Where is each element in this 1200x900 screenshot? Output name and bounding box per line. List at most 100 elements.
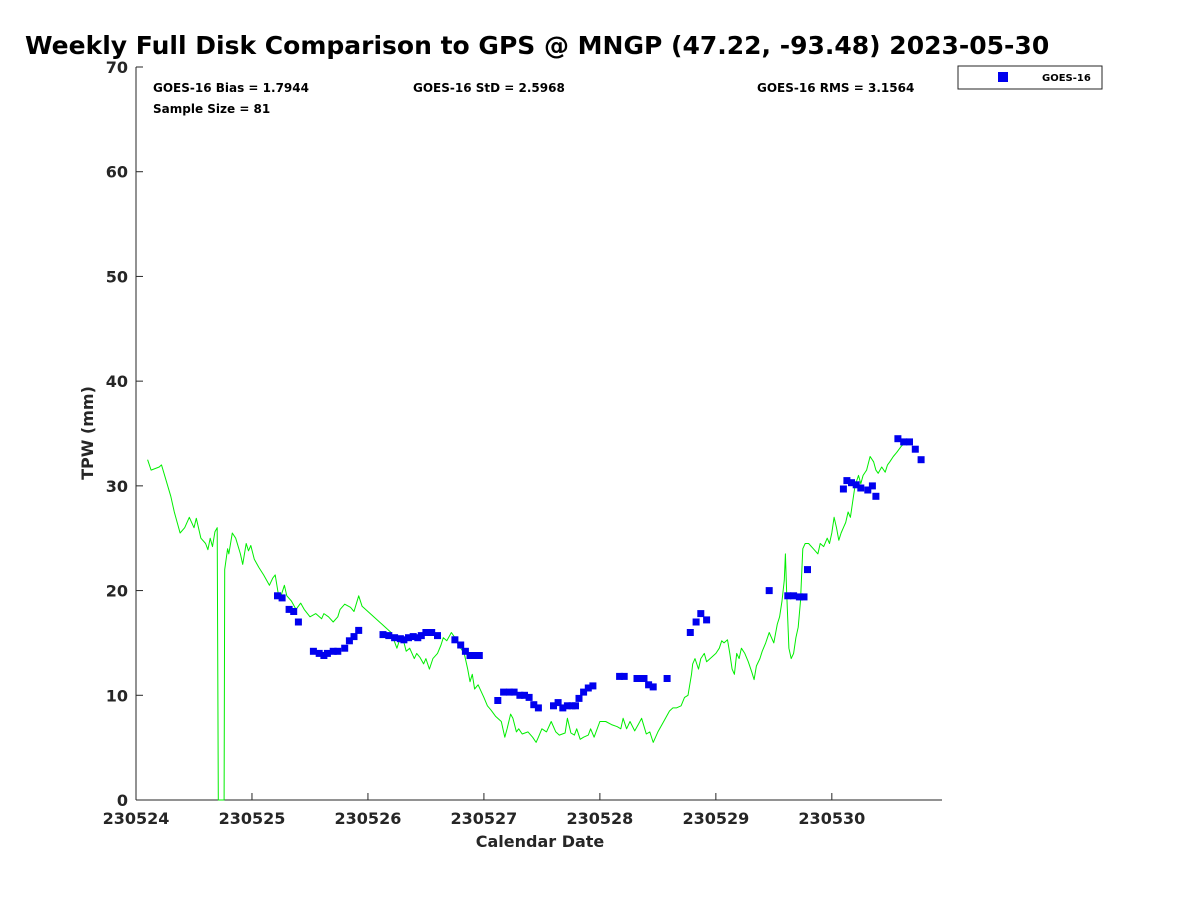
data-point-goes-16 bbox=[461, 647, 469, 655]
data-point-goes-16 bbox=[917, 456, 925, 464]
data-point-goes-16 bbox=[428, 629, 436, 636]
data-point-goes-16 bbox=[686, 629, 694, 636]
data-point-goes-16 bbox=[475, 652, 483, 659]
data-point-goes-16 bbox=[703, 616, 711, 624]
data-point-goes-16 bbox=[505, 688, 513, 696]
y-tick-label: 70 bbox=[106, 58, 128, 77]
data-point-goes-16 bbox=[294, 618, 302, 626]
data-point-goes-16 bbox=[580, 688, 588, 696]
y-axis-label: TPW (mm) bbox=[78, 386, 97, 480]
series-layer bbox=[147, 435, 925, 801]
data-point-goes-16 bbox=[852, 481, 860, 489]
data-point-goes-16 bbox=[534, 704, 542, 712]
data-point-goes-16 bbox=[309, 647, 317, 655]
data-point-goes-16 bbox=[900, 438, 908, 446]
x-axis-label: Calendar Date bbox=[476, 832, 605, 851]
x-tick-label: 230526 bbox=[335, 809, 402, 828]
data-point-goes-16 bbox=[575, 694, 583, 702]
x-tick-label: 230529 bbox=[682, 809, 749, 828]
data-point-goes-16 bbox=[697, 610, 705, 618]
stat-std: GOES-16 StD = 2.5968 bbox=[413, 81, 565, 95]
data-point-goes-16 bbox=[800, 593, 808, 601]
x-tick-label: 230528 bbox=[566, 809, 633, 828]
data-point-goes-16 bbox=[290, 608, 298, 615]
x-axis-ticks: 230524 230525 230526 230527 230528 230529 2305… bbox=[103, 793, 865, 828]
data-point-goes-16 bbox=[906, 438, 913, 446]
data-point-goes-16 bbox=[559, 704, 567, 712]
data-point-goes-16 bbox=[839, 485, 847, 493]
data-point-goes-16 bbox=[521, 691, 528, 699]
data-point-goes-16 bbox=[457, 641, 465, 649]
data-point-goes-16 bbox=[563, 702, 571, 710]
stat-rms: GOES-16 RMS = 3.1564 bbox=[757, 81, 914, 95]
data-point-goes-16 bbox=[550, 702, 557, 710]
data-point-goes-16 bbox=[868, 482, 876, 490]
data-point-goes-16 bbox=[911, 445, 919, 453]
y-axis-ticks: 0 10 20 30 40 50 60 70 bbox=[106, 58, 143, 810]
data-point-goes-16 bbox=[894, 435, 902, 443]
y-tick-label: 0 bbox=[117, 791, 128, 810]
y-tick-label: 30 bbox=[106, 477, 128, 496]
legend: GOES-16 bbox=[957, 65, 1103, 90]
stat-sample-size: Sample Size = 81 bbox=[153, 102, 270, 116]
data-point-goes-16 bbox=[516, 691, 524, 699]
data-point-goes-16 bbox=[274, 592, 281, 600]
y-tick-label: 20 bbox=[106, 582, 128, 601]
data-point-goes-16 bbox=[663, 675, 671, 682]
data-point-goes-16 bbox=[417, 632, 425, 640]
data-point-goes-16 bbox=[589, 682, 597, 690]
data-point-goes-16 bbox=[466, 652, 474, 659]
data-point-goes-16 bbox=[341, 644, 349, 652]
data-point-goes-16 bbox=[350, 633, 358, 641]
data-point-goes-16 bbox=[584, 684, 592, 692]
data-point-goes-16 bbox=[278, 594, 286, 602]
data-point-goes-16 bbox=[471, 652, 479, 659]
data-point-goes-16 bbox=[790, 592, 798, 600]
data-point-goes-16 bbox=[510, 688, 518, 696]
data-point-goes-16 bbox=[409, 633, 417, 641]
data-point-goes-16 bbox=[554, 699, 562, 707]
data-point-goes-16 bbox=[379, 631, 387, 639]
data-point-goes-16 bbox=[315, 649, 323, 657]
data-point-goes-16 bbox=[645, 681, 653, 689]
data-point-goes-16 bbox=[784, 592, 792, 600]
plot-background bbox=[136, 67, 942, 800]
data-point-goes-16 bbox=[620, 672, 628, 680]
data-point-goes-16 bbox=[422, 629, 430, 636]
x-tick-label: 230530 bbox=[798, 809, 865, 828]
data-point-goes-16 bbox=[494, 697, 502, 704]
y-tick-label: 10 bbox=[106, 686, 128, 705]
legend-marker-goes16 bbox=[998, 72, 1008, 82]
legend-label-goes16: GOES-16 bbox=[1042, 73, 1091, 84]
data-point-goes-16 bbox=[692, 618, 700, 626]
data-point-goes-16 bbox=[640, 675, 648, 682]
data-point-goes-16 bbox=[285, 605, 293, 613]
data-point-goes-16 bbox=[572, 702, 579, 710]
y-tick-label: 60 bbox=[106, 163, 128, 182]
y-tick-label: 40 bbox=[106, 372, 128, 391]
data-point-goes-16 bbox=[649, 683, 657, 691]
data-point-goes-16 bbox=[355, 626, 363, 634]
data-point-goes-16 bbox=[857, 484, 865, 492]
data-point-goes-16 bbox=[500, 688, 508, 696]
data-point-goes-16 bbox=[616, 672, 624, 680]
data-point-goes-16 bbox=[329, 647, 337, 655]
x-tick-label: 230527 bbox=[451, 809, 518, 828]
data-point-goes-16 bbox=[864, 486, 872, 494]
chart-title: Weekly Full Disk Comparison to GPS @ MNG… bbox=[25, 31, 1049, 60]
data-point-goes-16 bbox=[633, 675, 641, 682]
data-point-goes-16 bbox=[405, 634, 412, 642]
stats-annotations: GOES-16 Bias = 1.7944 GOES-16 StD = 2.59… bbox=[153, 81, 914, 116]
data-point-goes-16 bbox=[525, 693, 533, 701]
data-point-goes-16 bbox=[385, 632, 393, 640]
plot-area: 0 10 20 30 40 50 60 70 230524 230525 230526 230527… bbox=[103, 58, 942, 828]
data-point-goes-16 bbox=[804, 566, 811, 574]
data-point-goes-16 bbox=[843, 477, 851, 485]
data-point-goes-16 bbox=[345, 637, 353, 645]
data-point-goes-16 bbox=[795, 593, 803, 601]
data-point-goes-16 bbox=[334, 647, 342, 655]
data-point-goes-16 bbox=[434, 632, 441, 640]
data-point-goes-16 bbox=[848, 479, 855, 487]
data-point-goes-16 bbox=[872, 492, 880, 500]
